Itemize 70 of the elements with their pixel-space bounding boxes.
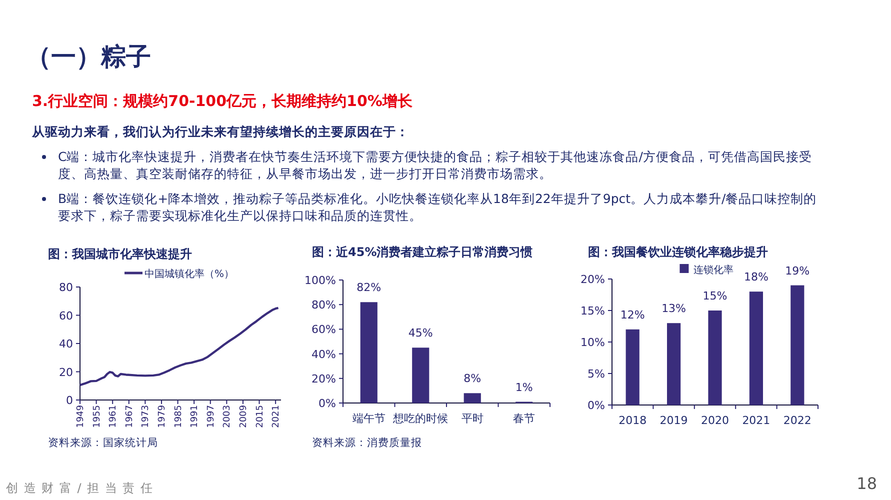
- x-tick-label: 2018: [618, 414, 647, 427]
- line-series: [78, 306, 280, 386]
- x-tick-label: 春节: [513, 412, 536, 425]
- bar: [667, 323, 681, 405]
- x-tick-label: 平时: [461, 412, 484, 425]
- x-tick-label: 1985: [174, 405, 184, 428]
- x-tick-label: 1973: [141, 405, 152, 428]
- x-tick-label: 1979: [157, 404, 168, 428]
- bar: [790, 285, 804, 405]
- y-tick-label: 40: [59, 338, 73, 350]
- y-tick-label: 5%: [588, 368, 605, 380]
- text: C端：城市化率快速提升，消费者在快节奏生活环境下需要方便快捷的食品；粽子相较于其他速冻食品/方便食品，可凭借高国民接受度、高热量、真空装耐储存的特征，从早餐市场出发，进一步打开日常消费市场需求。: [58, 148, 813, 182]
- text: 15%: [702, 290, 728, 302]
- x-tick-label: 1955: [92, 405, 102, 428]
- text: B端：餐饮连锁化+降本增效，推动粽子等品类标准化。小吃快餐连锁化率从18年到22年提升了9pct。人力成本攀升/餐品口味控制的要求下，粽子需要实现标准化生产以保持口味和品质的连贯性。: [58, 190, 818, 224]
- data-label: 1%: [515, 380, 533, 394]
- x-tick-label: 1991: [190, 405, 200, 428]
- x-tick-label: 2022: [783, 414, 812, 427]
- x-tick-label: 2020: [701, 414, 729, 427]
- legend-label: 连锁化率: [694, 264, 734, 276]
- y-tick-label: 60%: [312, 323, 336, 336]
- x-tick-label: 2003: [222, 405, 233, 428]
- x-tick-label: 1949: [76, 404, 86, 428]
- x-tick-label: 1961: [108, 405, 119, 428]
- x-tick-label: 2015: [255, 405, 266, 428]
- text: 18: [856, 474, 877, 493]
- y-tick-label: 15%: [580, 304, 605, 318]
- text: （一）粽子: [26, 41, 151, 73]
- x-tick-label: 1997: [206, 405, 216, 428]
- x-tick-label: 端午节: [352, 412, 386, 425]
- x-tick-label: 1967: [124, 405, 135, 428]
- bar: [412, 348, 430, 403]
- bar: [749, 292, 763, 405]
- x-tick-label: 2021: [272, 405, 282, 428]
- y-tick-label: 20: [59, 366, 73, 379]
- y-tick-label: 80: [59, 281, 73, 294]
- chart-title: 图：我国城市化率快速提升: [48, 247, 192, 261]
- data-label: 45%: [408, 326, 433, 340]
- x-tick-label: 想吃的时候: [392, 412, 448, 425]
- bar: [360, 302, 378, 403]
- text: 18%: [744, 270, 768, 284]
- chart-title: 图：近45%消费者建立粽子日常消费习惯: [312, 245, 533, 259]
- data-label: 8%: [464, 372, 482, 386]
- text: 资料来源：消费质量报: [312, 436, 422, 449]
- bar: [464, 393, 481, 403]
- y-tick-label: 10%: [580, 336, 605, 349]
- y-tick-label: 40%: [312, 348, 336, 361]
- text: 从驱动力来看，我们认为行业未来有望持续增长的主要原因在于：: [32, 124, 409, 141]
- y-tick-label: 0: [66, 394, 73, 407]
- bar: [626, 329, 640, 405]
- text: 资料来源：国家统计局: [48, 436, 158, 449]
- y-tick-label: 0%: [318, 397, 336, 410]
- text: 13%: [662, 302, 686, 316]
- x-tick-label: 2019: [660, 414, 688, 427]
- text: 12%: [620, 308, 645, 322]
- legend-label: 中国城镇化率（%）: [144, 268, 234, 280]
- x-tick-label: 2021: [742, 414, 770, 427]
- y-tick-label: 60: [59, 309, 73, 322]
- y-tick-label: 20%: [580, 273, 605, 286]
- y-tick-label: 0%: [588, 399, 605, 412]
- text: 3.行业空间：规模约70-100亿元，长期维持约10%增长: [32, 92, 412, 111]
- text: 19%: [785, 264, 810, 278]
- x-tick-label: 2009: [238, 404, 249, 428]
- y-tick-label: 100%: [304, 274, 336, 287]
- chart-title: 图：我国餐饮业连锁化率稳步提升: [588, 245, 768, 259]
- y-tick-label: 20%: [312, 372, 336, 386]
- text: 创 造 财 富 / 担 当 责 任: [6, 480, 154, 497]
- y-tick-label: 80%: [312, 298, 336, 312]
- bar: [708, 310, 722, 405]
- data-label: 82%: [356, 281, 382, 294]
